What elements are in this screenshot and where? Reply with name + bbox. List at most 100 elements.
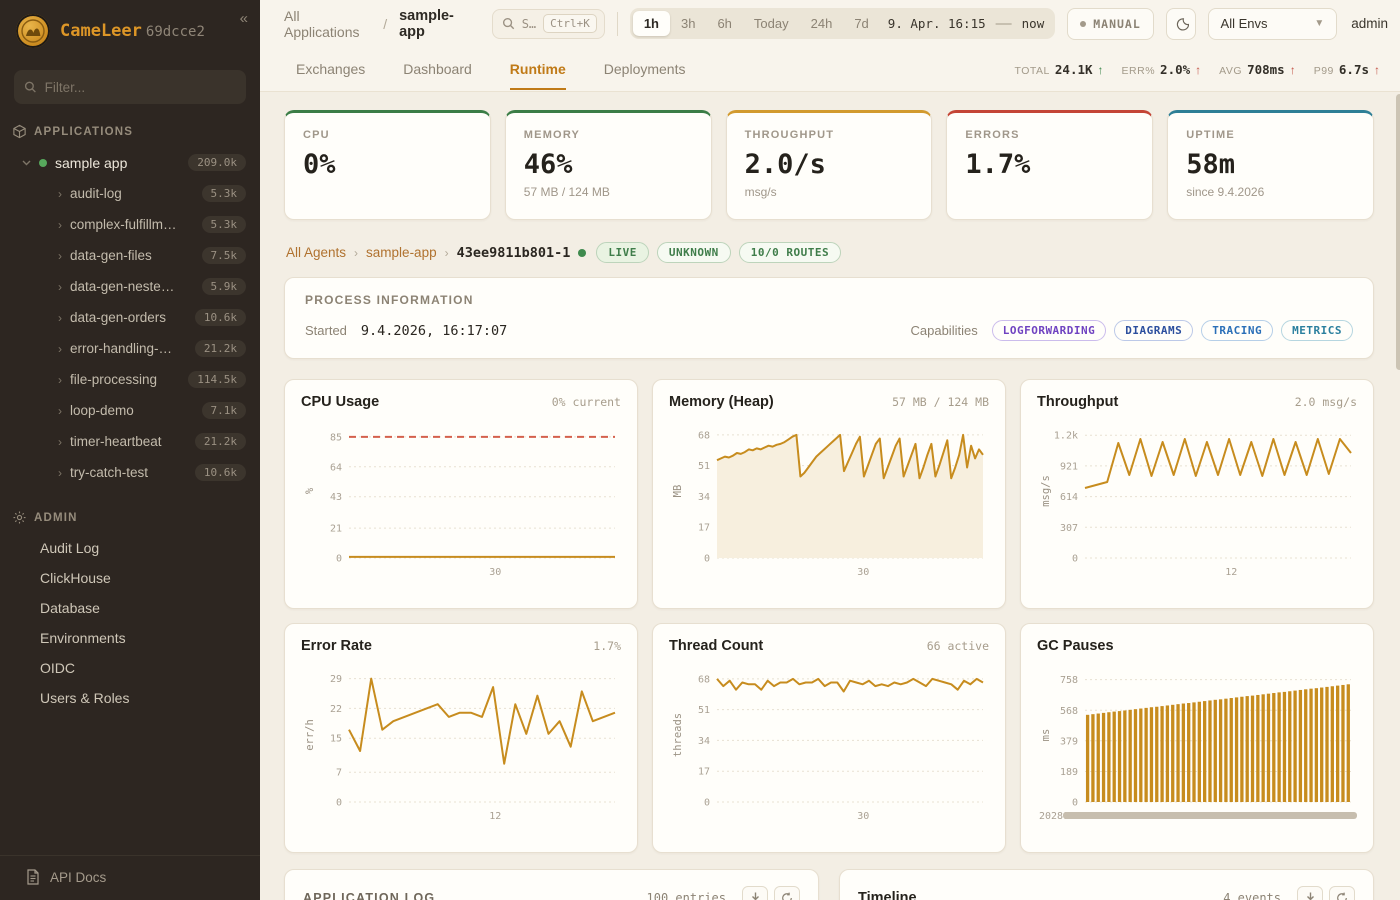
metric-card-cpu: CPU 0%: [284, 110, 491, 220]
chevron-right-icon: ›: [354, 245, 359, 260]
tab-runtime[interactable]: Runtime: [509, 48, 566, 90]
panel-header: APPLICATION LOG 100 entries: [303, 886, 800, 900]
svg-text:68: 68: [698, 674, 710, 685]
sidebar-route-label: data-gen-files: [70, 248, 152, 263]
chart-title: Error Rate: [301, 638, 372, 654]
sidebar-route-data-gen-neste[interactable]: › data-gen-neste… 5.9k: [0, 271, 260, 302]
chart-horizontal-scrollbar[interactable]: [1063, 812, 1357, 819]
svg-text:7: 7: [336, 768, 342, 779]
search-icon: [24, 81, 36, 93]
range-option-today[interactable]: Today: [753, 16, 789, 31]
svg-text:22: 22: [330, 704, 342, 715]
sidebar-route-data-gen-files[interactable]: › data-gen-files 7.5k: [0, 240, 260, 271]
agent-breadcrumb-app[interactable]: sample-app: [366, 245, 437, 260]
global-search[interactable]: S… Ctrl+K: [491, 8, 605, 39]
tabs-bar: Exchanges Dashboard Runtime Deployments TOT…: [260, 47, 1400, 92]
svg-text:12: 12: [1225, 567, 1237, 578]
panel-application-log: APPLICATION LOG 100 entries: [284, 869, 819, 900]
summary-stats: TOTAL 24.1K ↑ ERR% 2.0% ↑ AVG 708ms ↑ P99 6.7s ↑: [1015, 62, 1380, 77]
range-option-7d[interactable]: 7d: [854, 16, 869, 31]
content: CPU 0% MEMORY 46% 57 MB / 124 MB THROUGHPUT 2.…: [260, 92, 1400, 900]
chart-plot-thread-count: 68 51 34 17 0 threads 30: [672, 674, 984, 822]
svg-text:MB: MB: [672, 485, 684, 498]
stat-p99: P99 6.7s ↑: [1314, 62, 1380, 77]
range-option-24h[interactable]: 24h: [810, 16, 833, 31]
sidebar-route-count: 5.3k: [201, 185, 246, 202]
refresh-button[interactable]: [774, 886, 800, 900]
sidebar-route-label: try-catch-test: [70, 465, 149, 480]
chart-card-cpu-usage: CPU Usage 0% current 85 64 43 21 0% 30: [284, 379, 638, 609]
chart-plot-gc-pauses: 7585683791890ms2028888888888888: [1039, 675, 1357, 822]
sidebar-filter-input[interactable]: [44, 79, 236, 95]
agent-breadcrumb-all-agents[interactable]: All Agents: [286, 245, 347, 260]
sidebar-route-loop-demo[interactable]: › loop-demo 7.1k: [0, 395, 260, 426]
main-area: All Applications / sample-app S… Ctrl+K …: [260, 0, 1400, 900]
vertical-scrollbar[interactable]: [1396, 94, 1400, 370]
search-placeholder: S…: [521, 16, 537, 31]
process-information-title: PROCESS INFORMATION: [305, 293, 474, 307]
environment-select[interactable]: All Envs ▼: [1207, 7, 1338, 40]
refresh-button[interactable]: [1329, 886, 1355, 900]
user-menu[interactable]: admin: [1351, 16, 1388, 31]
capability-badge-logforwarding: LOGFORWARDING: [991, 320, 1107, 341]
svg-text:threads: threads: [672, 713, 684, 757]
charts-grid: CPU Usage 0% current 85 64 43 21 0% 30 Memory (H…: [284, 379, 1374, 853]
sidebar-collapse-button[interactable]: «: [239, 10, 248, 27]
dark-mode-toggle[interactable]: [1165, 7, 1196, 40]
range-start-datetime[interactable]: 9. Apr. 16:15: [887, 16, 986, 31]
stat-label: AVG: [1219, 64, 1243, 77]
sidebar-admin-item-environments[interactable]: Environments: [40, 630, 126, 646]
sidebar-route-error-handling[interactable]: › error-handling-… 21.2k: [0, 333, 260, 364]
chart-card-memory-heap: Memory (Heap) 57 MB / 124 MB 68 51 34 17 0 MB 30: [652, 379, 1006, 609]
chart-plot-error-rate: 29 22 15 7 0 err/h 12: [304, 674, 616, 822]
breadcrumb-all-applications[interactable]: All Applications: [284, 7, 360, 40]
sidebar-route-timer-heartbeat[interactable]: › timer-heartbeat 21.2k: [0, 426, 260, 457]
sidebar-admin-item-database[interactable]: Database: [40, 600, 100, 616]
process-information-card: PROCESS INFORMATION Started 9.4.2026, 16…: [284, 277, 1374, 359]
agent-id: 43ee9811b801-1: [456, 244, 571, 261]
sidebar-route-file-processing[interactable]: › file-processing 114.5k: [0, 364, 260, 395]
sidebar-route-data-gen-orders[interactable]: › data-gen-orders 10.6k: [0, 302, 260, 333]
range-option-3h[interactable]: 3h: [680, 16, 696, 31]
sidebar-app-sample-app[interactable]: sample app 209.0k: [0, 147, 260, 178]
stat-avg: AVG 708ms ↑: [1219, 62, 1296, 77]
download-button[interactable]: [742, 886, 768, 900]
sidebar-applications-label: APPLICATIONS: [34, 125, 134, 138]
metric-value: 46%: [523, 149, 573, 180]
chart-current-value: 0% current: [551, 395, 621, 409]
tab-exchanges[interactable]: Exchanges: [296, 61, 366, 77]
capabilities-group: Capabilities LOGFORWARDING DIAGRAMS TRACIN…: [911, 320, 1353, 341]
tab-dashboard[interactable]: Dashboard: [403, 61, 472, 77]
chart-card-thread-count: Thread Count 66 active 68 51 34 17 0 threads 30: [652, 623, 1006, 853]
range-option-1h[interactable]: 1h: [632, 11, 670, 36]
sidebar-api-docs[interactable]: API Docs: [0, 855, 260, 900]
sidebar-route-audit-log[interactable]: › audit-log 5.3k: [0, 178, 260, 209]
sidebar-filter[interactable]: [14, 70, 246, 104]
svg-text:1.2k: 1.2k: [1054, 431, 1078, 442]
manual-refresh-button[interactable]: MANUAL: [1067, 7, 1154, 40]
stat-total: TOTAL 24.1K ↑: [1015, 62, 1104, 77]
download-button[interactable]: [1297, 886, 1323, 900]
sidebar-route-complex-fulfillm[interactable]: › complex-fulfillm… 5.3k: [0, 209, 260, 240]
sidebar-admin-item-users-roles[interactable]: Users & Roles: [40, 690, 130, 706]
metric-subtext: since 9.4.2026: [1186, 185, 1265, 199]
breadcrumb-separator: /: [383, 15, 388, 32]
stat-label: ERR%: [1121, 64, 1156, 77]
sidebar-admin-item-oidc[interactable]: OIDC: [40, 660, 75, 676]
tab-deployments[interactable]: Deployments: [603, 61, 686, 77]
metric-subtext: msg/s: [744, 185, 777, 199]
sidebar-admin-item-clickhouse[interactable]: ClickHouse: [40, 570, 111, 586]
bottom-panels-row: APPLICATION LOG 100 entries Timeline 4 even…: [284, 869, 1374, 900]
moon-icon: [1176, 17, 1189, 30]
sidebar-route-try-catch-test[interactable]: › try-catch-test 10.6k: [0, 457, 260, 488]
chart-current-value: 2.0 msg/s: [1294, 395, 1357, 409]
time-range-control: 1h 3h 6h Today 24h 7d 9. Apr. 16:15 — now: [629, 8, 1056, 39]
metric-card-uptime: UPTIME 58m since 9.4.2026: [1167, 110, 1374, 220]
gear-icon: [13, 511, 26, 524]
range-end-now[interactable]: now: [1021, 16, 1045, 31]
sidebar-admin-item-audit-log[interactable]: Audit Log: [40, 540, 100, 556]
agent-badge-unknown: UNKNOWN: [656, 242, 731, 263]
range-option-6h[interactable]: 6h: [717, 16, 732, 31]
capability-badge-diagrams: DIAGRAMS: [1114, 320, 1194, 341]
